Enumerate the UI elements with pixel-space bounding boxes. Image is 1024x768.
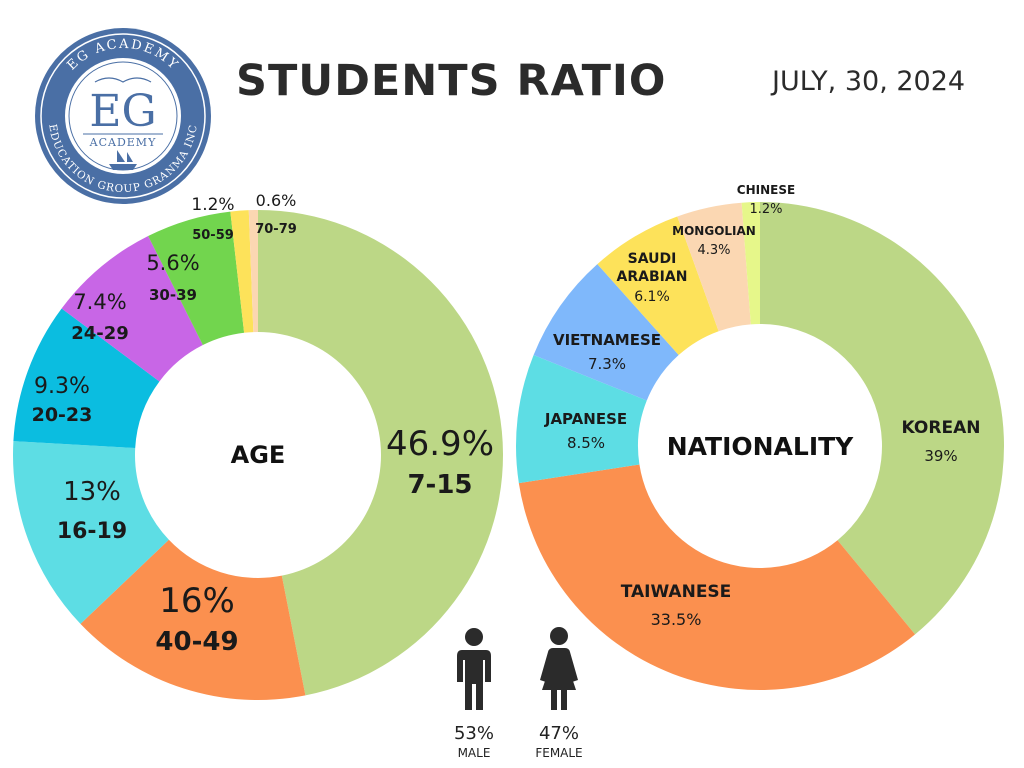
center-label: AGE <box>231 441 286 469</box>
male-percentage: 53% <box>454 723 494 744</box>
slice-value-label: 9.3% <box>34 374 90 399</box>
nationality-donut-chart: NATIONALITY KOREAN 39% TAIWANESE 33.5% JAPANE… <box>516 183 1004 690</box>
slice-value-label: 0.6% <box>256 191 297 210</box>
report-date: JULY, 30, 2024 <box>772 66 966 97</box>
slice-7-15 <box>258 210 503 696</box>
slice-category-label: 16-19 <box>57 519 127 544</box>
slice-value-label: 7.3% <box>588 355 626 373</box>
slice-value-label: 16% <box>159 581 235 621</box>
slice-value-label: 39% <box>924 447 957 465</box>
slice-value-label: 1.2% <box>191 195 234 215</box>
slice-value-label: 4.3% <box>697 243 730 258</box>
slice-category-label: 70-79 <box>255 222 297 237</box>
male-person-icon <box>457 628 491 710</box>
slice-value-label: 33.5% <box>651 610 702 629</box>
slice-vietnamese <box>533 264 679 401</box>
slice-category-label: 20-23 <box>32 404 93 426</box>
slice-40-49 <box>80 539 306 700</box>
page-title: STUDENTS RATIO <box>236 56 667 106</box>
slice-20-23 <box>13 308 160 449</box>
slice-saudi-arabian <box>597 216 719 356</box>
female-percentage: 47% <box>539 723 579 744</box>
male-label: MALE <box>458 746 491 760</box>
slice-value-label: 5.6% <box>146 251 199 275</box>
slice-korean <box>760 202 1004 635</box>
slice-50-59 <box>230 210 254 333</box>
slice-value-label: 8.5% <box>567 434 605 452</box>
slice-taiwanese <box>518 464 916 690</box>
slice-category-label: SAUDI <box>628 251 677 267</box>
logo-monogram: EG <box>89 86 156 137</box>
age-donut-chart: AGE 46.9% 7-15 16% 40-49 13% 16-19 9.3% 20-23 7.4… <box>12 191 503 700</box>
slice-category-label: TAIWANESE <box>621 582 732 602</box>
slice-value-label: 7.4% <box>73 290 126 314</box>
slice-value-label: 1.2% <box>749 202 782 217</box>
slice-24-29 <box>61 236 203 382</box>
slice-16-19 <box>12 441 169 624</box>
slice-category-label: CHINESE <box>737 183 795 197</box>
slice-category-label: 7-15 <box>407 470 472 500</box>
slice-chinese <box>741 202 760 325</box>
ornament-icon <box>94 77 152 83</box>
slice-70-79 <box>248 210 258 333</box>
slice-category-label: KOREAN <box>902 418 981 438</box>
slice-category-label: 50-59 <box>192 228 234 243</box>
slice-category-label: MONGOLIAN <box>672 224 756 238</box>
slice-category-label: 40-49 <box>155 627 238 657</box>
eg-academy-logo: EG ACADEMY EDUCATION GROUP GRANMA INC EG… <box>35 28 211 204</box>
slice-category-label: 24-29 <box>71 323 129 344</box>
slice-30-39 <box>148 211 245 346</box>
slice-value-label: 13% <box>63 477 121 507</box>
slice-mongolian <box>677 202 751 332</box>
slice-category-label: 30-39 <box>149 286 197 304</box>
slice-japanese <box>516 355 647 484</box>
ship-icon <box>109 150 137 170</box>
female-person-icon <box>540 627 578 710</box>
slice-value-label: 6.1% <box>634 289 670 305</box>
gender-breakdown: 53% MALE 47% FEMALE <box>454 627 583 760</box>
slice-category-label: ARABIAN <box>617 269 688 285</box>
slice-category-label: JAPANESE <box>544 410 627 428</box>
center-label: NATIONALITY <box>667 432 854 461</box>
slice-value-label: 46.9% <box>386 424 494 464</box>
logo-subtitle: ACADEMY <box>89 136 157 149</box>
female-label: FEMALE <box>535 746 582 760</box>
slice-category-label: VIETNAMESE <box>553 331 661 349</box>
